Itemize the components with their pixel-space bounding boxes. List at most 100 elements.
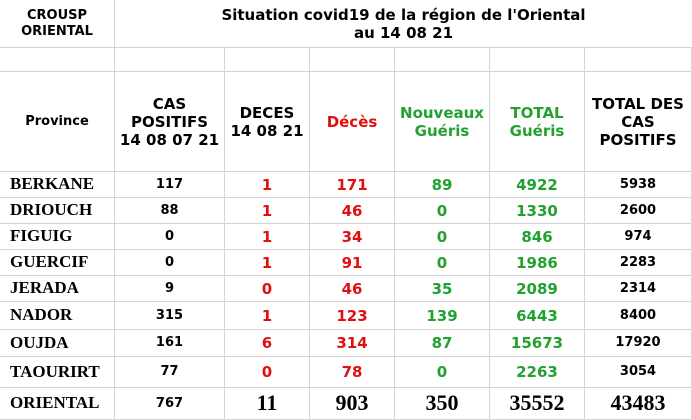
total-value: 43483 — [610, 390, 666, 416]
value-cell: 6 — [225, 330, 310, 357]
column-header: Province — [0, 72, 115, 172]
value-cell: 2263 — [490, 357, 585, 388]
total-value: 35552 — [509, 390, 565, 416]
header-line: Guéris — [509, 121, 565, 140]
value: 0 — [261, 279, 273, 298]
value-cell: 0 — [395, 198, 490, 224]
value: 846 — [521, 227, 553, 246]
column-header: CAS POSITIFS 14 08 07 21 — [115, 72, 225, 172]
value: 0 — [436, 253, 448, 272]
province-name: FIGUIG — [10, 226, 73, 246]
value-cell: 1 — [225, 302, 310, 330]
value-cell: 15673 — [490, 330, 585, 357]
title-cell: Situation covid19 de la région de l'Orie… — [115, 0, 692, 48]
value: 0 — [261, 363, 273, 381]
value-cell: 8400 — [585, 302, 692, 330]
value-cell: 4922 — [490, 172, 585, 198]
value-cell: 46 — [310, 276, 395, 302]
column-header: DECES 14 08 21 — [225, 72, 310, 172]
value: 1 — [261, 201, 273, 220]
value: 2600 — [619, 202, 657, 218]
value-cell: 0 — [225, 357, 310, 388]
value-cell: 0 — [115, 224, 225, 250]
value: 123 — [336, 306, 368, 325]
value: 974 — [624, 228, 652, 244]
column-header: Nouveaux Guéris — [395, 72, 490, 172]
header-line: Guéris — [414, 121, 470, 140]
header-line: TOTAL — [510, 103, 564, 122]
org-cell: CROUSP ORIENTAL — [0, 0, 115, 48]
header-line: Décès — [326, 112, 378, 131]
title-line: au 14 08 21 — [353, 23, 454, 42]
header-line: CAS — [621, 112, 655, 131]
total-value: 767 — [155, 395, 184, 411]
blank-cell — [225, 48, 310, 72]
value-cell: 89 — [395, 172, 490, 198]
value: 161 — [155, 335, 184, 351]
header-line: Province — [25, 113, 89, 129]
value: 117 — [155, 176, 184, 192]
org-line: CROUSP — [26, 7, 88, 23]
province-name: DRIOUCH — [10, 200, 93, 220]
value-cell: 117 — [115, 172, 225, 198]
value: 87 — [431, 334, 453, 352]
value-cell: 34 — [310, 224, 395, 250]
header-line: 14 08 21 — [230, 121, 304, 140]
value: 1 — [261, 253, 273, 272]
value-cell: 46 — [310, 198, 395, 224]
blank-cell — [395, 48, 490, 72]
value: 91 — [341, 253, 363, 272]
total-label: ORIENTAL — [10, 393, 100, 413]
value: 88 — [160, 202, 179, 218]
value-cell: 2283 — [585, 250, 692, 276]
value: 35 — [431, 279, 453, 298]
value-cell: 2089 — [490, 276, 585, 302]
province-name: GUERCIF — [10, 252, 89, 272]
value-cell: 171 — [310, 172, 395, 198]
value: 5938 — [619, 176, 657, 192]
value-cell: 161 — [115, 330, 225, 357]
value: 2314 — [619, 280, 657, 296]
province-cell: BERKANE — [0, 172, 115, 198]
header-line: POSITIFS — [599, 130, 677, 149]
value-cell: 88 — [115, 198, 225, 224]
value: 4922 — [516, 175, 558, 194]
value-cell: 139 — [395, 302, 490, 330]
value-cell: 1 — [225, 224, 310, 250]
province-name: BERKANE — [10, 174, 95, 194]
value-cell: 9 — [115, 276, 225, 302]
value: 6443 — [516, 306, 558, 325]
value-cell: 78 — [310, 357, 395, 388]
value: 0 — [436, 363, 448, 381]
header-line: 14 08 07 21 — [119, 130, 220, 149]
province-cell: TAOURIRT — [0, 357, 115, 388]
value: 0 — [436, 201, 448, 220]
value-cell: 314 — [310, 330, 395, 357]
value-cell: 846 — [490, 224, 585, 250]
value: 0 — [164, 254, 175, 270]
province-name: OUJDA — [10, 332, 69, 352]
value-cell: 1 — [225, 172, 310, 198]
value-cell: 0 — [115, 250, 225, 276]
value: 17920 — [615, 335, 661, 351]
total-label-cell: ORIENTAL — [0, 388, 115, 420]
value: 46 — [341, 201, 363, 220]
value: 1 — [261, 227, 273, 246]
value: 46 — [341, 279, 363, 298]
value-cell: 1 — [225, 198, 310, 224]
value: 34 — [341, 227, 363, 246]
total-cell: 767 — [115, 388, 225, 420]
total-cell: 903 — [310, 388, 395, 420]
value-cell: 1986 — [490, 250, 585, 276]
value: 77 — [160, 364, 179, 380]
value-cell: 1330 — [490, 198, 585, 224]
province-cell: JERADA — [0, 276, 115, 302]
value-cell: 974 — [585, 224, 692, 250]
total-cell: 11 — [225, 388, 310, 420]
total-value: 11 — [256, 390, 278, 416]
value: 15673 — [510, 334, 564, 352]
org-line: ORIENTAL — [21, 23, 93, 39]
value-cell: 3054 — [585, 357, 692, 388]
blank-cell — [0, 48, 115, 72]
province-cell: GUERCIF — [0, 250, 115, 276]
